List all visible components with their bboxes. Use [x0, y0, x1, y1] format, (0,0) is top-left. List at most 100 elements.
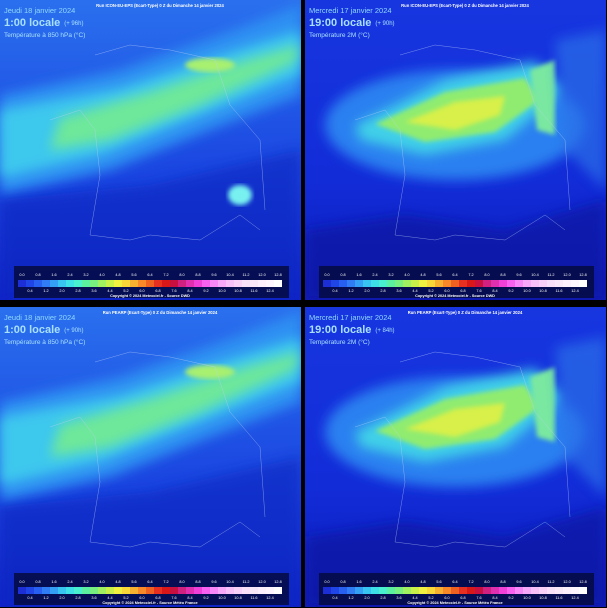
colorbar-label: 7.6 — [171, 289, 176, 293]
colorbar-cell — [379, 587, 387, 594]
colorbar-label: 8.4 — [492, 596, 497, 600]
colorbar-cell — [467, 587, 475, 594]
colorbar-cell — [154, 280, 162, 287]
colorbar-cell — [371, 587, 379, 594]
field-area — [555, 30, 606, 190]
colorbar-label: 0.0 — [324, 273, 329, 277]
colorbar-label: 11.6 — [250, 596, 257, 600]
colorbar-cell — [443, 587, 451, 594]
colorbar-cell — [459, 280, 467, 287]
colorbar-cell — [323, 280, 331, 287]
colorbar-cell — [427, 280, 435, 287]
colorbar-cell — [331, 587, 339, 594]
colorbar-cell — [507, 280, 515, 287]
colorbar-label: 12.0 — [258, 580, 265, 584]
colorbar-cell — [443, 280, 451, 287]
colorbar-cell — [122, 280, 130, 287]
lead-time: (+ 90h) — [375, 21, 394, 27]
colorbar-cell — [90, 280, 98, 287]
colorbar-label: 4.0 — [99, 580, 104, 584]
colorbar-label: 6.4 — [147, 273, 152, 277]
colorbar-label: 1.6 — [51, 580, 56, 584]
colorbar-cell — [475, 280, 483, 287]
field-area — [185, 365, 235, 379]
colorbar-label: 0.8 — [35, 273, 40, 277]
colorbar-cell — [162, 587, 170, 594]
colorbar-label: 12.4 — [266, 596, 273, 600]
colorbar-label: 3.6 — [396, 596, 401, 600]
colorbar-label: 4.0 — [404, 580, 409, 584]
colorbar-label: 10.8 — [234, 596, 241, 600]
field-area — [405, 403, 505, 437]
colorbar-label: 8.4 — [187, 289, 192, 293]
colorbar-label: 3.6 — [91, 289, 96, 293]
colorbar-cell — [186, 280, 194, 287]
colorbar-cell — [491, 587, 499, 594]
colorbar-label: 9.6 — [211, 580, 216, 584]
colorbar-label: 2.0 — [364, 289, 369, 293]
colorbar-label: 12.4 — [571, 289, 578, 293]
colorbar-cell — [138, 280, 146, 287]
colorbar-label: 5.6 — [131, 273, 136, 277]
colorbar-cell — [146, 587, 154, 594]
run-header: Run ICON-EU-EPS (Ecart-Type) 0 Z du Dima… — [96, 3, 224, 8]
colorbar-cell — [178, 280, 186, 287]
colorbar-cell — [130, 280, 138, 287]
colorbar-label: 12.8 — [274, 580, 281, 584]
subtitle: Température à 850 hPa (°C) — [4, 31, 85, 39]
colorbar-cell — [419, 280, 427, 287]
colorbar-label: 3.2 — [83, 273, 88, 277]
colorbar-cell — [114, 280, 122, 287]
colorbar-label: 4.4 — [107, 596, 112, 600]
colorbar-label: 7.6 — [476, 596, 481, 600]
colorbar-cell — [579, 280, 587, 287]
colorbar-cell — [34, 280, 42, 287]
field-area — [185, 58, 235, 72]
colorbar-label: 2.4 — [372, 273, 377, 277]
colorbar-label: 11.6 — [555, 289, 562, 293]
colorbar-label: 7.2 — [468, 273, 473, 277]
colorbar-cell — [547, 280, 555, 287]
field-area — [405, 96, 505, 130]
colorbar-label: 2.0 — [59, 596, 64, 600]
colorbar-cell — [42, 587, 50, 594]
colorbar-label: 12.0 — [258, 273, 265, 277]
colorbar-label: 2.8 — [75, 289, 80, 293]
colorbar-label: 10.8 — [539, 596, 546, 600]
colorbar-label: 8.8 — [195, 580, 200, 584]
colorbar-cell — [162, 280, 170, 287]
colorbar-cell — [499, 280, 507, 287]
colorbar-cell — [194, 280, 202, 287]
colorbar-cell — [411, 280, 419, 287]
colorbar-label: 4.4 — [412, 596, 417, 600]
colorbar-cell — [66, 587, 74, 594]
colorbar-cell — [347, 280, 355, 287]
colorbar-cell — [395, 280, 403, 287]
field-area — [0, 457, 301, 607]
colorbar-label: 1.6 — [51, 273, 56, 277]
colorbar-cell — [347, 587, 355, 594]
colorbar-label: 12.0 — [563, 273, 570, 277]
colorbar-cell — [98, 587, 106, 594]
colorbar-label: 10.8 — [234, 289, 241, 293]
colorbar-cell — [170, 587, 178, 594]
field-area — [50, 352, 300, 457]
copyright: Copyright © 2024 Meteociel.fr - Source D… — [415, 294, 495, 298]
colorbar-label: 7.2 — [163, 273, 168, 277]
colorbar-cell — [427, 587, 435, 594]
colorbar-label: 12.8 — [579, 273, 586, 277]
colorbar-cell — [274, 280, 282, 287]
colorbar-label: 7.2 — [163, 580, 168, 584]
lead-time: (+ 96h) — [64, 21, 83, 27]
colorbar-label: 8.8 — [500, 580, 505, 584]
subtitle: Température 2M (°C) — [309, 31, 370, 39]
colorbar-cell — [459, 587, 467, 594]
colorbar-label: 10.0 — [218, 289, 225, 293]
colorbar-label: 6.4 — [452, 580, 457, 584]
colorbar-label: 2.0 — [364, 596, 369, 600]
colorbar-cell — [26, 587, 34, 594]
colorbar-cell — [266, 280, 274, 287]
colorbar-label: 11.6 — [250, 289, 257, 293]
map-panel: Run PEARP (Ecart-Type) 0 Z du Dimanche 1… — [0, 307, 301, 607]
colorbar-label: 5.2 — [428, 289, 433, 293]
